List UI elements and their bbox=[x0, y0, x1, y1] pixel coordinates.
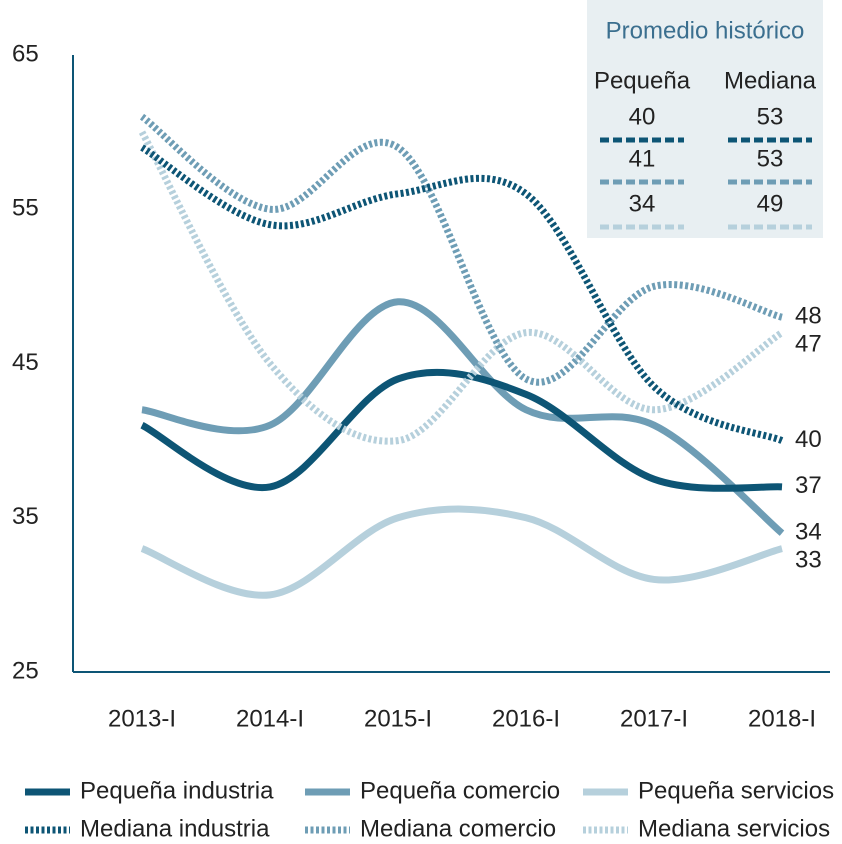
y-tick-label: 45 bbox=[12, 349, 39, 376]
end-label: 47 bbox=[795, 331, 822, 358]
series-line bbox=[140, 505, 783, 599]
x-tick-label: 2015-I bbox=[364, 705, 432, 732]
x-tick-label: 2018-I bbox=[748, 705, 816, 732]
end-label: 48 bbox=[795, 303, 822, 330]
series-line bbox=[140, 368, 783, 492]
inset-title: Promedio histórico bbox=[606, 17, 805, 44]
inset-column: Pequeña bbox=[594, 67, 691, 94]
series-line bbox=[139, 113, 783, 386]
y-tick-label: 25 bbox=[12, 657, 39, 684]
inset-value: 34 bbox=[629, 190, 656, 217]
series-line bbox=[141, 298, 785, 536]
inset-box bbox=[587, 0, 823, 238]
y-tick-label: 55 bbox=[12, 195, 39, 222]
y-tick-label: 35 bbox=[12, 503, 39, 530]
x-tick-label: 2017-I bbox=[620, 705, 688, 732]
inset-value: 53 bbox=[757, 145, 784, 172]
inset-column: Mediana bbox=[724, 67, 817, 94]
x-tick-label: 2014-I bbox=[236, 705, 304, 732]
legend-label: Pequeña servicios bbox=[638, 777, 834, 804]
end-label: 37 bbox=[795, 472, 822, 499]
x-tick-label: 2016-I bbox=[492, 705, 560, 732]
legend-label: Mediana comercio bbox=[360, 815, 556, 842]
x-tick-label: 2013-I bbox=[108, 705, 176, 732]
inset-value: 41 bbox=[629, 145, 656, 172]
legend-label: Pequeña industria bbox=[80, 777, 274, 804]
inset-value: 40 bbox=[629, 103, 656, 130]
end-label: 40 bbox=[795, 426, 822, 453]
legend-label: Mediana industria bbox=[80, 815, 270, 842]
legend-label: Pequeña comercio bbox=[360, 777, 560, 804]
inset-value: 53 bbox=[757, 103, 784, 130]
y-tick-label: 65 bbox=[12, 40, 39, 67]
end-label: 33 bbox=[795, 547, 822, 574]
legend-label: Mediana servicios bbox=[638, 815, 830, 842]
series-line bbox=[140, 144, 784, 444]
end-label: 34 bbox=[795, 519, 822, 546]
inset-value: 49 bbox=[757, 190, 784, 217]
series-line bbox=[138, 130, 784, 445]
